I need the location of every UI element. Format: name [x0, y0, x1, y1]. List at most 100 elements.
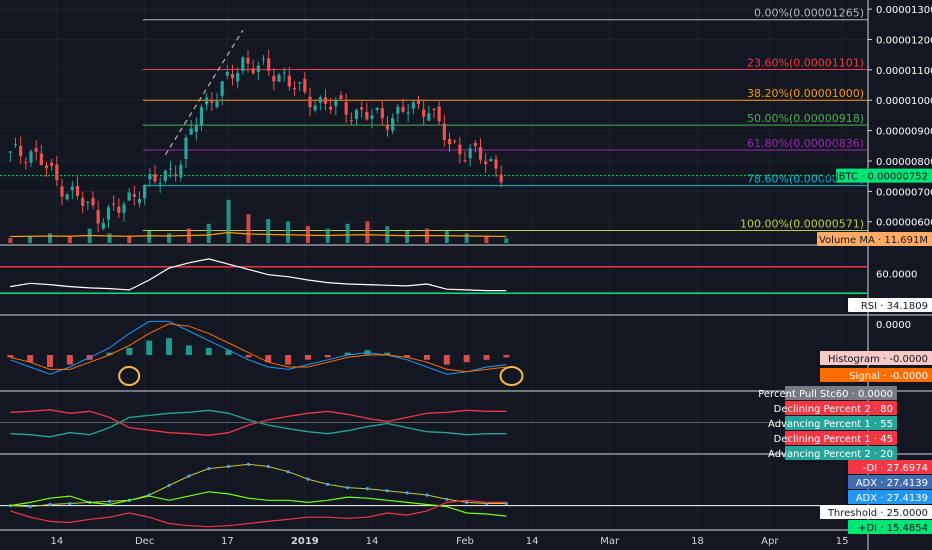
- candle-body: [458, 144, 462, 155]
- macd-histogram-bar: [47, 355, 54, 367]
- candle-body: [313, 105, 317, 111]
- minus-di-tag: -DI · 27.6974: [848, 460, 932, 474]
- candle-body: [318, 97, 322, 103]
- volume-bar: [127, 235, 132, 243]
- candle-body: [29, 151, 33, 163]
- candle-body: [241, 57, 245, 72]
- candle-body: [489, 159, 493, 162]
- breadth-tag-bg: [785, 386, 897, 400]
- volume-bar: [147, 231, 152, 243]
- last-price-tag-bg: [836, 168, 932, 183]
- volume-bar: [345, 223, 350, 243]
- time-tick-label: 2019: [291, 536, 319, 547]
- rsi-tag-text: RSI · 34.1809: [861, 301, 928, 312]
- candle-body: [205, 97, 209, 105]
- macd-histogram-bar: [27, 355, 34, 363]
- candle-body: [416, 99, 421, 104]
- candle-body: [168, 168, 173, 170]
- adx-point: [246, 462, 251, 466]
- time-tick-label: Apr: [761, 536, 779, 547]
- candle-body: [236, 73, 240, 82]
- adx-point: [326, 482, 330, 487]
- candle-body: [277, 74, 281, 82]
- advancing-line: [10, 409, 507, 438]
- signal-line: [10, 323, 507, 373]
- candle-body: [432, 108, 436, 110]
- minus-di-tag-text: -DI · 27.6974: [863, 463, 928, 474]
- candle-body: [106, 207, 111, 220]
- candle-body: [422, 109, 426, 117]
- candle-body: [401, 106, 405, 112]
- candle-body: [153, 174, 157, 182]
- volume-bar: [246, 214, 251, 243]
- price-tick-label: 0.00001300: [876, 5, 932, 16]
- breadth-tag-bg: [785, 446, 897, 460]
- price-tick-label: 0.00000900: [876, 127, 932, 138]
- candle-body: [334, 100, 338, 107]
- breadth-tag-text: Advancing Percent 1 · 55: [768, 419, 893, 430]
- candle-body: [174, 174, 178, 176]
- macd-histogram-bar: [503, 355, 510, 358]
- rsi-tag: RSI · 34.1809: [848, 298, 932, 312]
- candle-body: [344, 102, 348, 115]
- adx-tag-text: ADX · 27.4139: [856, 478, 928, 489]
- macd-tick-label: 0.0000: [876, 320, 911, 331]
- breadth-tag-bg: [785, 416, 897, 430]
- breadth-tag: Advancing Percent 1 · 55: [768, 416, 897, 430]
- candle-body: [442, 123, 446, 140]
- adx-point: [385, 489, 389, 493]
- candle-body: [494, 159, 498, 169]
- volume-bar: [48, 233, 53, 243]
- candle-body: [230, 74, 235, 79]
- candle-body: [267, 58, 271, 71]
- volume-bar: [405, 231, 410, 243]
- adx-point: [306, 477, 310, 481]
- candle-body: [468, 148, 472, 159]
- candle-body: [447, 138, 452, 145]
- plus-di-line: [10, 491, 507, 517]
- volume-bar: [206, 223, 211, 243]
- candle-body: [360, 107, 364, 110]
- candle-body: [143, 184, 147, 199]
- candle-body: [44, 165, 49, 169]
- candle-body: [163, 170, 167, 181]
- breadth-tag-bg: [785, 401, 897, 415]
- time-tick-label: 15: [836, 536, 849, 547]
- volume-bar: [504, 238, 509, 243]
- adx-point: [445, 497, 449, 501]
- breadth-tag-bg: [785, 431, 897, 445]
- rsi-line: [10, 258, 507, 292]
- candle-body: [385, 124, 390, 130]
- breadth-tag-text: Declining Percent 2 · 80: [774, 404, 893, 415]
- adx-point: [28, 505, 32, 509]
- macd-line: [10, 320, 507, 375]
- adx-tag-2-bg: [848, 490, 932, 504]
- candle-body: [96, 210, 100, 224]
- rsi-tag-bg: [848, 298, 932, 312]
- macd-histogram-bar: [166, 338, 173, 355]
- adx-point: [226, 464, 231, 469]
- time-axis: 14 Dec 17 2019 14 Feb 14 Mar 18 Apr 15: [50, 536, 848, 547]
- candle-body: [148, 174, 152, 180]
- volume-bar: [484, 235, 489, 243]
- last-price-tag: ENJBTC · 0.00000752: [822, 168, 932, 183]
- macd-histogram-bar: [66, 355, 73, 365]
- candle-body: [499, 174, 503, 183]
- candle-body: [411, 102, 415, 109]
- value-labels: ENJBTC · 0.00000752 Volume MA · 11.691M RS…: [758, 168, 932, 534]
- macd-histogram-bar: [304, 355, 311, 360]
- adx-point: [68, 501, 72, 506]
- breadth-tag-text: Declining Percent 1 · 45: [774, 434, 893, 445]
- macd-histogram-bar: [344, 352, 351, 355]
- macd-histogram-bar: [265, 355, 272, 363]
- candle-body: [8, 151, 12, 153]
- adx-point: [266, 464, 270, 469]
- macd-histogram-bar: [384, 352, 391, 355]
- adx-point: [346, 486, 350, 490]
- adx-tag-2-text: ADX · 27.4139: [856, 493, 928, 504]
- fib-label: 23.60%(0.00001101): [747, 57, 864, 70]
- histogram-tag-bg: [820, 351, 932, 365]
- plus-di-tag-text: +DI · 15.4854: [858, 523, 928, 534]
